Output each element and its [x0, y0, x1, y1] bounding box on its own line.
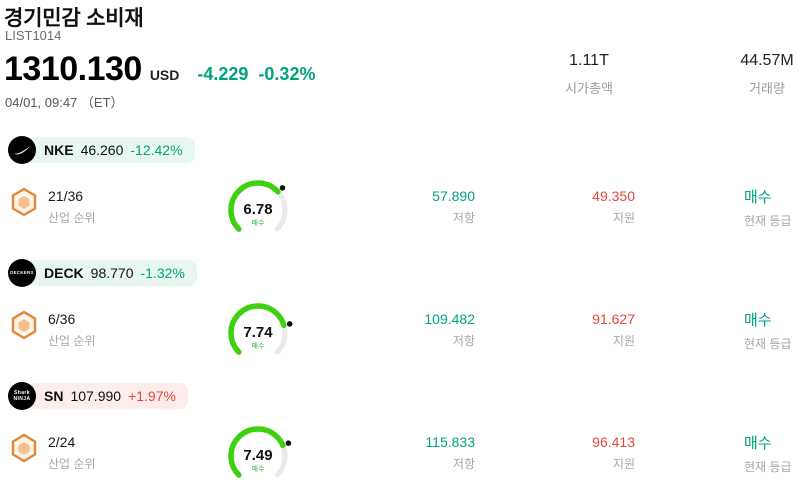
resistance-label: 저항	[452, 334, 475, 348]
rating-col[interactable]: 매수 현재 등급	[744, 309, 800, 352]
ticker-symbol: NKE	[44, 142, 74, 158]
rating-col[interactable]: 매수 현재 등급	[744, 186, 800, 229]
ticker-symbol: DECK	[44, 265, 84, 281]
rating-gauge: 7.49 매수	[228, 426, 292, 486]
support-label: 지원	[612, 211, 635, 225]
resistance-label: 저항	[452, 457, 475, 471]
resistance-label: 저항	[452, 211, 475, 225]
ticker-pill[interactable]: SN 107.990 +1.97%	[28, 383, 188, 409]
ticker-pill[interactable]: NKE 46.260 -12.42%	[28, 137, 195, 163]
industry-rank-label: 산업 순위	[48, 334, 96, 348]
volume-label: 거래량	[749, 81, 785, 96]
ticker-price: 98.770	[90, 265, 134, 281]
gauge-needle-dot	[279, 185, 286, 191]
stock-ticker-row[interactable]: DECKERS DECK 98.770 -1.32%	[8, 259, 197, 287]
support-col: 91.627 지원	[535, 311, 635, 349]
rating-gauge: 7.74 매수	[228, 303, 293, 363]
support-col: 49.350 지원	[535, 188, 635, 226]
gauge-score: 6.78	[243, 201, 272, 218]
list-id: LIST1014	[5, 28, 62, 43]
stock-ticker-row[interactable]: Shark NINJA SN 107.990 +1.97%	[8, 382, 188, 410]
rating-label: 현재 등급	[744, 337, 792, 351]
rating-label: 현재 등급	[744, 460, 792, 474]
gauge-rating-label: 매수	[252, 465, 265, 473]
stock-logo: DECKERS	[8, 259, 36, 287]
resistance-value: 109.482	[424, 311, 475, 327]
support-label: 지원	[612, 334, 635, 348]
stock-section: DECKERS DECK 98.770 -1.32% 6/36 산업 순위 7.…	[0, 259, 800, 371]
gauge-rating-label: 매수	[252, 219, 265, 227]
stock-logo-text: Shark NINJA	[13, 389, 31, 402]
support-value: 96.413	[592, 434, 635, 450]
market-cap-value: 1.11T	[569, 52, 609, 69]
ticker-change: -12.42%	[130, 142, 183, 158]
gauge-needle-dot	[285, 440, 292, 446]
industry-rank-hexagon-icon	[11, 433, 37, 463]
gauge-needle-dot	[286, 321, 293, 327]
rating-value: 매수	[744, 435, 772, 452]
volume-value: 44.57M	[740, 52, 794, 69]
rating-gauge: 6.78 매수	[228, 180, 288, 240]
industry-rank-hexagon-icon	[11, 310, 37, 340]
support-value: 91.627	[592, 311, 635, 327]
stock-logo: Shark NINJA	[8, 382, 36, 410]
index-price: 1310.130	[4, 50, 142, 88]
ticker-change: +1.97%	[128, 388, 176, 404]
stock-section: Shark NINJA SN 107.990 +1.97% 2/24 산업 순위 …	[0, 382, 800, 488]
support-value: 49.350	[592, 188, 635, 204]
industry-rank: 21/36 산업 순위	[48, 188, 96, 226]
resistance-value: 115.833	[425, 434, 475, 450]
price-change-percent: -0.32%	[258, 64, 316, 84]
rating-value: 매수	[744, 189, 772, 206]
resistance-value: 57.890	[432, 188, 475, 204]
industry-rank-label: 산업 순위	[48, 457, 96, 471]
rating-label: 현재 등급	[744, 214, 792, 228]
support-col: 96.413 지원	[535, 434, 635, 472]
nike-swoosh-icon	[14, 146, 31, 155]
industry-rank-value: 21/36	[48, 188, 84, 204]
price-change: -4.229	[197, 64, 249, 84]
industry-rank-hexagon-icon	[11, 187, 37, 217]
ticker-symbol: SN	[44, 388, 64, 404]
stock-ticker-row[interactable]: NKE 46.260 -12.42%	[8, 136, 195, 164]
stock-logo	[8, 136, 36, 164]
ticker-change: -1.32%	[140, 265, 185, 281]
industry-rank: 6/36 산업 순위	[48, 311, 96, 349]
page-title: 경기민감 소비재	[4, 7, 144, 30]
currency-label: USD	[149, 67, 180, 83]
industry-rank-value: 6/36	[48, 311, 76, 327]
price-row: 1310.130 USD -4.229 -0.32%	[4, 50, 315, 89]
ticker-price: 107.990	[70, 388, 122, 404]
gauge-score: 7.49	[243, 447, 272, 464]
rating-value: 매수	[744, 312, 772, 329]
stock-section: NKE 46.260 -12.42% 21/36 산업 순위 6.78 매수 5…	[0, 136, 800, 248]
support-label: 지원	[612, 457, 635, 471]
industry-rank: 2/24 산업 순위	[48, 434, 96, 472]
resistance-col: 115.833 저항	[375, 434, 475, 472]
market-cap-label: 시가총액	[565, 81, 613, 96]
resistance-col: 109.482 저항	[375, 311, 475, 349]
industry-rank-label: 산업 순위	[48, 211, 96, 225]
gauge-score: 7.74	[243, 324, 273, 341]
stock-logo-text: DECKERS	[10, 270, 34, 276]
volume-stat: 44.57M 거래량	[712, 52, 800, 97]
industry-rank-value: 2/24	[48, 434, 76, 450]
gauge-rating-label: 매수	[252, 342, 265, 350]
ticker-price: 46.260	[80, 142, 124, 158]
ticker-pill[interactable]: DECK 98.770 -1.32%	[28, 260, 197, 286]
rating-col[interactable]: 매수 현재 등급	[744, 432, 800, 475]
resistance-col: 57.890 저항	[375, 188, 475, 226]
market-cap-stat: 1.11T 시가총액	[534, 52, 644, 97]
datetime: 04/01, 09:47 （ET）	[5, 95, 124, 110]
